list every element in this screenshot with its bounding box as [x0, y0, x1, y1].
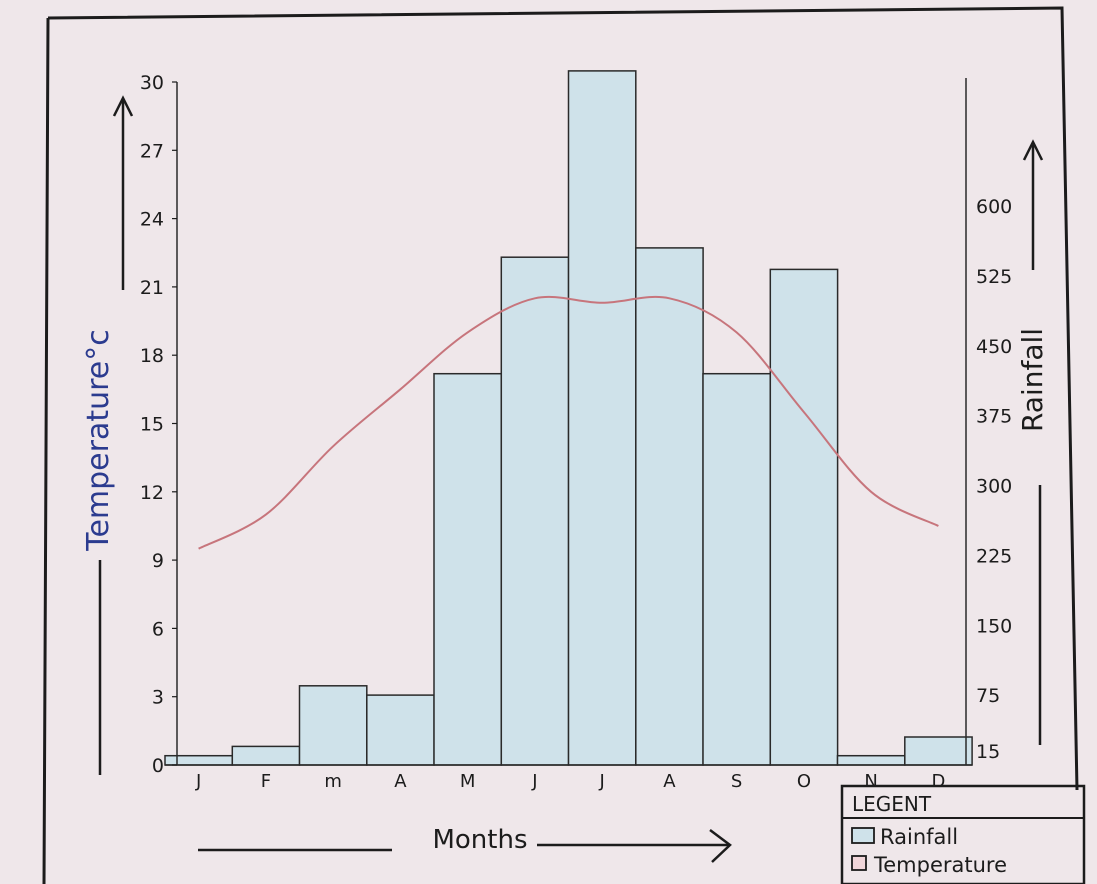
x-arrow-head-icon — [709, 829, 732, 863]
right-tick-label-7: 450 — [976, 336, 1012, 358]
x-tick-label-1: J — [195, 771, 201, 792]
legend-box — [840, 784, 1086, 884]
x-tick-label-10: O — [797, 771, 811, 792]
left-tick-label-8: 21 — [140, 277, 164, 299]
x-tick-label-9: S — [731, 771, 742, 792]
rainfall-bar-6 — [500, 256, 570, 766]
left-ticks-layer: 0 3 6 9 12 15 18 21 24 27 30 — [140, 72, 177, 777]
left-tick-label-11: 30 — [140, 72, 164, 94]
x-axis-label: Months — [432, 825, 527, 855]
rainfall-bar-7 — [567, 70, 637, 766]
left-tick-label-9: 24 — [140, 209, 164, 231]
left-tick-label-5: 12 — [140, 482, 164, 504]
left-arrow-head-icon — [112, 95, 134, 117]
rainfall-bar-10 — [769, 268, 839, 766]
x-tick-label-12: D — [931, 771, 945, 792]
right-tick-label-1: 15 — [976, 741, 1000, 763]
legend: LEGENT Rainfall Temperature — [840, 784, 1086, 884]
right-tick-label-2: 75 — [976, 685, 1000, 707]
x-tick-label-7: J — [598, 771, 604, 792]
right-tick-label-8: 525 — [976, 266, 1012, 288]
rainfall-bar-9 — [702, 372, 772, 766]
left-tick-label-7: 18 — [140, 345, 164, 367]
rainfall-bar-2 — [231, 745, 301, 766]
left-tick-label-6: 15 — [140, 414, 164, 436]
left-tick-label-10: 27 — [140, 140, 164, 162]
rainfall-bar-12 — [904, 736, 973, 766]
bars-layer — [164, 70, 973, 766]
left-axis-label: Temperature°c — [81, 329, 116, 552]
left-tick-label-4: 9 — [152, 550, 164, 572]
right-tick-label-4: 225 — [976, 545, 1012, 567]
x-tick-label-8: A — [663, 771, 676, 792]
legend-temperature-label: Temperature — [873, 853, 1007, 877]
right-axis-label: Rainfall — [1016, 328, 1049, 432]
x-tick-label-4: A — [394, 771, 407, 792]
legend-temperature-swatch — [851, 855, 867, 871]
legend-rainfall-label: Rainfall — [880, 825, 958, 849]
legend-rainfall-swatch — [851, 827, 875, 844]
rainfall-bar-1 — [164, 754, 234, 766]
right-tick-label-9: 600 — [976, 196, 1012, 218]
x-tick-label-5: M — [460, 771, 476, 792]
x-tick-label-6: J — [531, 771, 537, 792]
x-tick-label-2: F — [261, 771, 271, 792]
rainfall-bar-3 — [298, 685, 368, 766]
x-tick-label-3: m — [324, 771, 342, 792]
right-tick-label-6: 375 — [976, 406, 1012, 428]
right-ticks-layer: 15 75 150 225 300 375 450 525 600 — [976, 196, 1012, 763]
rainfall-bar-11 — [836, 754, 906, 766]
right-arrow-head-icon — [1022, 139, 1044, 161]
left-tick-label-3: 6 — [152, 618, 164, 640]
rainfall-bar-8 — [635, 247, 704, 766]
left-tick-label-1: 0 — [152, 755, 164, 777]
rainfall-bar-5 — [433, 372, 503, 766]
legend-title: LEGENT — [852, 792, 932, 816]
x-tick-label-11: N — [864, 771, 877, 792]
right-tick-label-3: 150 — [976, 615, 1012, 637]
rainfall-bar-4 — [366, 694, 435, 766]
left-tick-label-2: 3 — [152, 687, 164, 709]
right-tick-label-5: 300 — [976, 476, 1012, 498]
line-layer — [198, 295, 939, 550]
temperature-line — [198, 295, 939, 550]
page-frame — [42, 6, 1079, 884]
